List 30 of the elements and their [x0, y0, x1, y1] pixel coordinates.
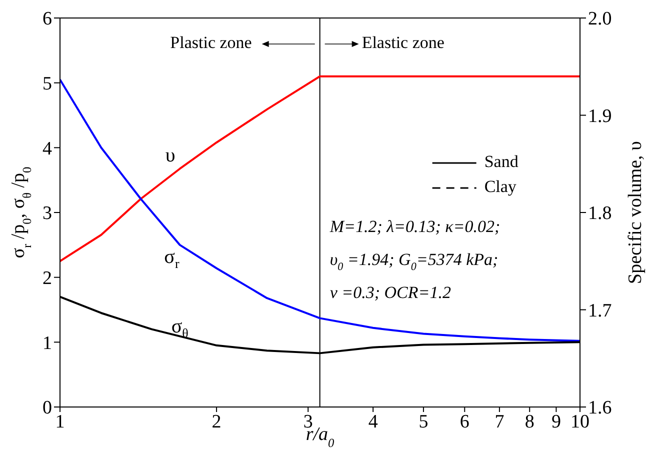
x-tick-label: 10: [570, 411, 590, 432]
y-tick-label: 6: [42, 8, 52, 30]
x-tick-label: 2: [212, 411, 222, 432]
annotation: Clay: [484, 176, 517, 196]
annotation: v =0.3; OCR=1.2: [330, 282, 452, 302]
y-tick-label: 3: [42, 203, 52, 224]
x-tick-label: 5: [418, 411, 428, 432]
annotation: υ$_{0}$ =1.94; G$_{0}$=5374 kPa;: [330, 250, 498, 273]
y2-tick-label: 2.0: [588, 8, 612, 30]
x-tick-label: 7: [494, 411, 504, 432]
y-tick-label: 2: [42, 268, 52, 290]
y-tick-label: 4: [42, 138, 52, 160]
y2-tick-label: 1.7: [588, 300, 612, 322]
annotation: Plastic zone: [170, 32, 252, 52]
y-tick-label: 5: [42, 74, 52, 95]
annotation: Elastic zone: [362, 32, 444, 52]
y2-tick-label: 1.9: [588, 106, 612, 127]
x-tick-label: 8: [524, 411, 534, 432]
annotation: M=1.2; λ=0.13; κ=0.02;: [328, 216, 500, 236]
y-tick-label: 1: [42, 332, 52, 354]
y-tick-label: 0: [42, 398, 52, 419]
x-tick-label: 6: [460, 411, 470, 432]
x-tick-label: 4: [368, 411, 378, 432]
annotation: Sand: [484, 152, 519, 171]
y2-axis-title: Specific volume, υ: [625, 141, 646, 284]
y2-tick-label: 1.8: [588, 203, 612, 224]
x-tick-label: 9: [551, 411, 561, 432]
annotation: υ: [165, 144, 176, 166]
y2-tick-label: 1.6: [588, 398, 612, 419]
annotation: σ$_{r}$: [164, 245, 180, 272]
